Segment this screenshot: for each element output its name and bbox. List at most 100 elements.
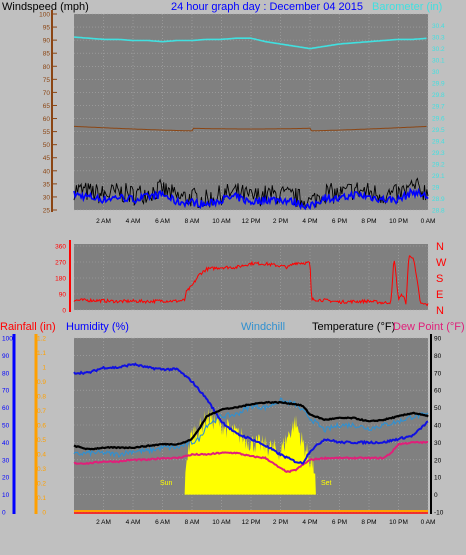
rain-tick-label: 0.4 xyxy=(37,452,46,459)
y-tick-label: 85 xyxy=(43,51,51,58)
y2-tick-label: 29.2 xyxy=(432,161,445,168)
x-tick-label: 8 PM xyxy=(361,218,376,225)
wind-direction-line xyxy=(73,255,429,307)
rain-tick-label: 1.2 xyxy=(37,336,46,343)
sunset-label: Set xyxy=(321,480,332,487)
humidity-tick-label: 80 xyxy=(2,370,10,377)
barometer-line xyxy=(73,36,427,50)
y-tick-label: 45 xyxy=(43,155,51,162)
x-tick-label: 2 AM xyxy=(96,218,111,225)
compass-label: E xyxy=(436,289,443,301)
trend-line xyxy=(74,125,427,132)
temperature-label: Temperature (°F) xyxy=(312,321,395,333)
x-tick-label: 4 PM xyxy=(302,519,317,526)
y2-tick-label: 29.7 xyxy=(432,104,445,111)
x-tick-label: 2 AM xyxy=(96,519,111,526)
humidity-tick-label: 30 xyxy=(2,457,10,464)
y-tick-label: 30 xyxy=(43,194,51,201)
y-tick-label: 50 xyxy=(43,142,51,149)
x-tick-label: 8 AM xyxy=(185,218,200,225)
rain-tick-label: 1 xyxy=(42,365,46,372)
humidity-tick-label: 50 xyxy=(2,423,10,430)
x-tick-label: 0 AM xyxy=(421,218,436,225)
rain-tick-label: 0.5 xyxy=(37,437,46,444)
y2-tick-label: 29.6 xyxy=(432,115,445,122)
y2-tick-label: 29.4 xyxy=(432,138,445,145)
y2-tick-label: 29.1 xyxy=(432,173,445,180)
y2-tick-label: 29.3 xyxy=(432,150,445,157)
y-tick-label: 95 xyxy=(43,25,51,32)
y-tick-label: 270 xyxy=(55,260,66,267)
rain-tick-label: 0.6 xyxy=(37,423,46,430)
x-tick-label: 6 AM xyxy=(155,218,170,225)
rain-tick-label: 0.9 xyxy=(37,379,46,386)
windchill-label: Windchill xyxy=(241,321,285,333)
y2-tick-label: 28.8 xyxy=(432,208,445,215)
y2-tick-label: 29.5 xyxy=(432,127,445,134)
y-tick-label: 100 xyxy=(39,12,50,19)
rainfall-label: Rainfall (in) xyxy=(0,321,56,333)
sunrise-label: Sun xyxy=(160,480,173,487)
x-tick-label: 12 PM xyxy=(242,519,261,526)
x-tick-label: 8 PM xyxy=(361,519,376,526)
x-tick-label: 4 AM xyxy=(126,519,141,526)
rain-tick-label: 1.1 xyxy=(37,350,46,357)
humidity-tick-label: 40 xyxy=(2,440,10,447)
x-tick-label: 10 PM xyxy=(389,519,408,526)
x-tick-label: 4 PM xyxy=(302,218,317,225)
temp-tick-label: 90 xyxy=(434,336,442,343)
y-tick-label: 180 xyxy=(55,276,66,283)
temp-tick-label: 20 xyxy=(434,457,442,464)
temp-tick-label: -10 xyxy=(434,510,444,517)
compass-label: S xyxy=(436,273,443,285)
rain-tick-label: 0.3 xyxy=(37,466,46,473)
compass-label: W xyxy=(436,257,447,269)
y2-tick-label: 29.8 xyxy=(432,92,445,99)
x-tick-label: 8 AM xyxy=(185,519,200,526)
dewpoint-line xyxy=(73,440,429,474)
x-tick-label: 10 AM xyxy=(212,218,230,225)
humidity-tick-label: 60 xyxy=(2,405,10,412)
temp-tick-label: 70 xyxy=(434,370,442,377)
y-tick-label: 75 xyxy=(43,77,51,84)
y2-tick-label: 29 xyxy=(432,184,440,191)
humidity-tick-label: 20 xyxy=(2,475,10,482)
x-tick-label: 6 PM xyxy=(332,519,347,526)
barometer-label: Barometer (in) xyxy=(372,1,442,13)
temp-tick-label: 50 xyxy=(434,405,442,412)
temperature-line xyxy=(73,400,429,451)
x-tick-label: 6 PM xyxy=(332,218,347,225)
y-tick-label: 65 xyxy=(43,103,51,110)
y-tick-label: 70 xyxy=(43,90,51,97)
humidity-tick-label: 100 xyxy=(2,336,13,343)
rain-tick-label: 0.8 xyxy=(37,394,46,401)
x-tick-label: 10 PM xyxy=(389,218,408,225)
solar-area xyxy=(184,407,316,495)
x-tick-label: 0 AM xyxy=(421,519,436,526)
y-tick-label: 360 xyxy=(55,244,66,251)
humidity-label: Humidity (%) xyxy=(66,321,129,333)
x-tick-label: 6 AM xyxy=(155,519,170,526)
y-tick-label: 55 xyxy=(43,129,51,136)
humidity-tick-label: 0 xyxy=(2,510,6,517)
y-tick-label: 60 xyxy=(43,116,51,123)
temp-tick-label: 30 xyxy=(434,440,442,447)
temp-tick-label: 60 xyxy=(434,388,442,395)
compass-label: N xyxy=(436,305,444,317)
y2-tick-label: 29.9 xyxy=(432,81,445,88)
rain-tick-label: 0.1 xyxy=(37,495,46,502)
temp-tick-label: 40 xyxy=(434,423,442,430)
humidity-tick-label: 90 xyxy=(2,353,10,360)
temp-tick-label: 80 xyxy=(434,353,442,360)
humidity-tick-label: 70 xyxy=(2,388,10,395)
y2-tick-label: 30.1 xyxy=(432,58,445,65)
rain-tick-label: 0.7 xyxy=(37,408,46,415)
rain-tick-label: 0.2 xyxy=(37,481,46,488)
y2-tick-label: 30 xyxy=(432,69,440,76)
compass-label: N xyxy=(436,241,444,253)
x-tick-label: 2 PM xyxy=(273,519,288,526)
humidity-line xyxy=(73,362,429,465)
y2-tick-label: 30.3 xyxy=(432,35,445,42)
temp-tick-label: 10 xyxy=(434,475,442,482)
